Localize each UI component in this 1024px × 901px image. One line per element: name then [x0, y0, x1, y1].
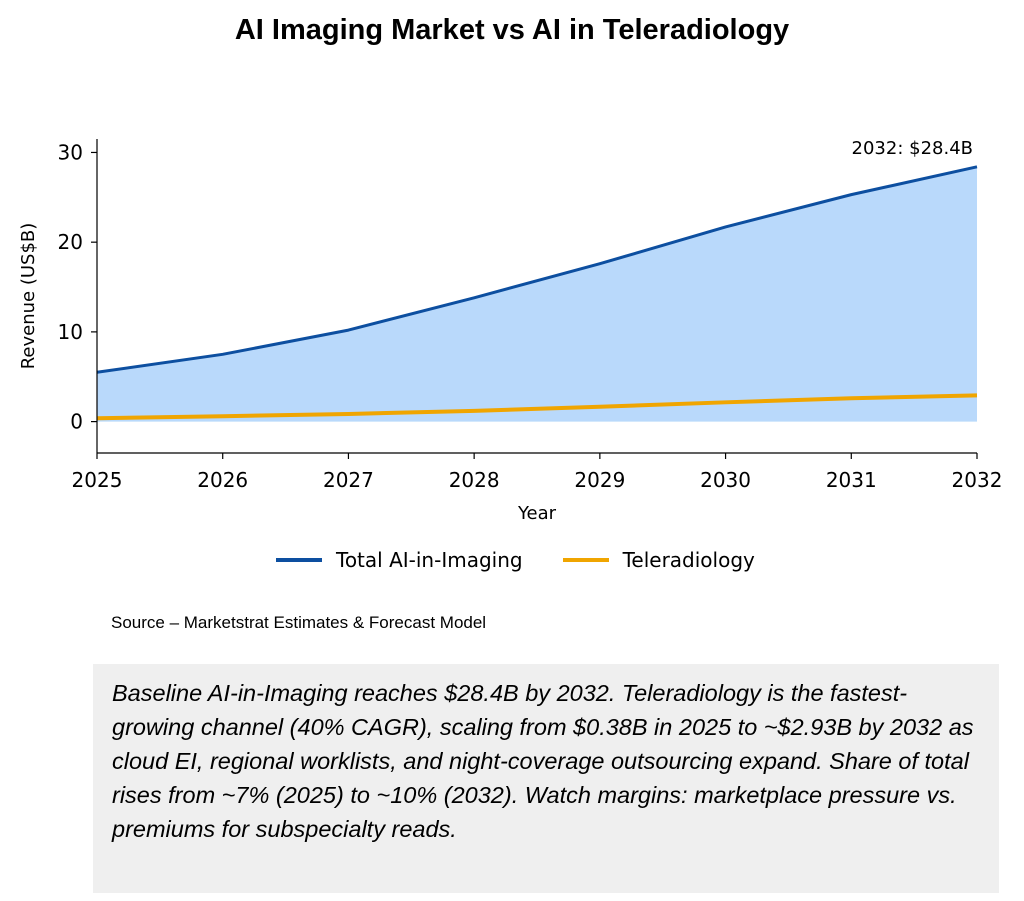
legend-item-total: Total AI-in-Imaging [276, 548, 523, 572]
x-tick-label: 2029 [574, 468, 625, 492]
legend-swatch-teleradiology [562, 558, 609, 562]
chart-title: AI Imaging Market vs AI in Teleradiology [234, 14, 790, 46]
x-tick-label: 2026 [197, 468, 248, 492]
x-tick-label: 2030 [700, 468, 751, 492]
y-axis-label: Revenue (US$B) [18, 223, 39, 370]
y-tick-label: 20 [58, 230, 83, 254]
annotation-label: 2032: $28.4B [852, 138, 973, 159]
y-tick-label: 0 [70, 410, 83, 434]
y-tick-label: 30 [58, 140, 83, 164]
total-area-fill [97, 166, 977, 422]
series-line-teleradiology [96, 393, 978, 421]
x-tick-label: 2027 [323, 468, 374, 492]
x-tick-label: 2032 [952, 468, 1003, 492]
x-tick-label: 2028 [449, 468, 500, 492]
series-line-total [96, 165, 978, 374]
summary-box: Baseline AI-in-Imaging reaches $28.4B by… [93, 664, 999, 893]
source-note: Source – Marketstrat Estimates & Forecas… [111, 613, 487, 632]
y-tick-label: 10 [58, 320, 83, 344]
legend-item-teleradiology: Teleradiology [562, 548, 755, 572]
x-tick-label: 2025 [72, 468, 123, 492]
legend-swatch-total [276, 558, 322, 562]
legend-label-total: Total AI-in-Imaging [336, 548, 523, 572]
legend: Total AI-in-Imaging Teleradiology [276, 548, 795, 572]
x-tick-label: 2031 [826, 468, 877, 492]
x-axis-label: Year [517, 503, 557, 524]
legend-label-teleradiology: Teleradiology [622, 548, 755, 572]
